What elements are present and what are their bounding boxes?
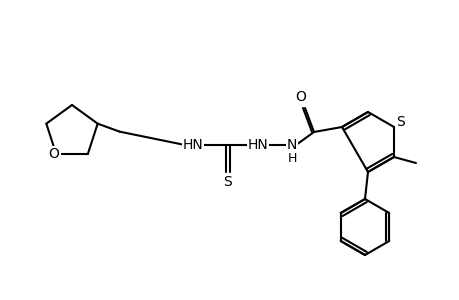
Text: HN: HN [247,138,268,152]
Text: HN: HN [182,138,203,152]
Text: S: S [223,175,232,189]
Text: H: H [287,152,296,164]
Text: S: S [396,115,404,129]
Text: O: O [295,90,306,104]
Text: N: N [286,138,297,152]
Text: O: O [49,147,59,161]
